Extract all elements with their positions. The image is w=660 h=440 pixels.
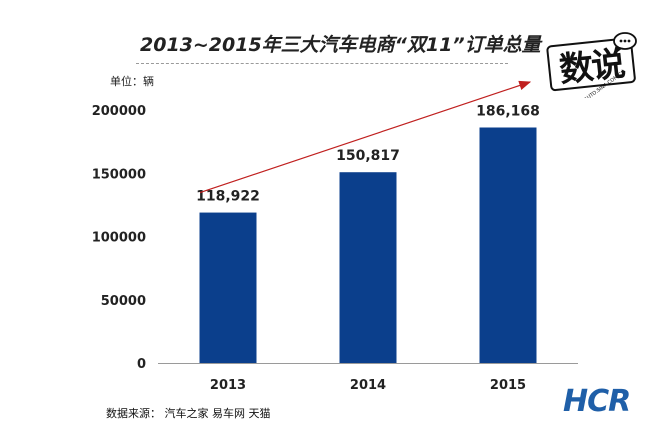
bar	[339, 172, 397, 363]
data-label: 186,168	[476, 103, 540, 119]
x-tick-label: 2013	[210, 378, 246, 393]
y-tick-label: 50000	[101, 294, 146, 309]
hcr-logo: HCR	[563, 384, 631, 419]
data-label: 118,922	[196, 189, 260, 205]
speech-bubble-icon	[613, 32, 637, 53]
y-tick-label: 100000	[92, 231, 146, 246]
title-divider	[136, 63, 508, 64]
unit-label: 单位：辆	[110, 75, 154, 88]
bar	[199, 212, 257, 363]
x-tick-label: 2014	[350, 378, 386, 393]
logo-text: 数说	[558, 44, 628, 91]
trend-arrow	[199, 80, 532, 194]
data-source-note: 数据来源： 汽车之家 易车网 天猫	[106, 407, 271, 420]
bar	[479, 127, 537, 363]
data-label: 150,817	[336, 148, 400, 164]
y-tick-label: 150000	[92, 167, 146, 182]
y-tick-label: 200000	[92, 104, 146, 119]
shushuo-logo: 数说 AUTO.SINA.COM.CN	[543, 28, 643, 103]
x-tick-label: 2015	[490, 378, 526, 393]
y-tick-label: 0	[137, 357, 146, 372]
chart-title: 2013~2015年三大汽车电商“双11”订单总量	[140, 34, 541, 56]
